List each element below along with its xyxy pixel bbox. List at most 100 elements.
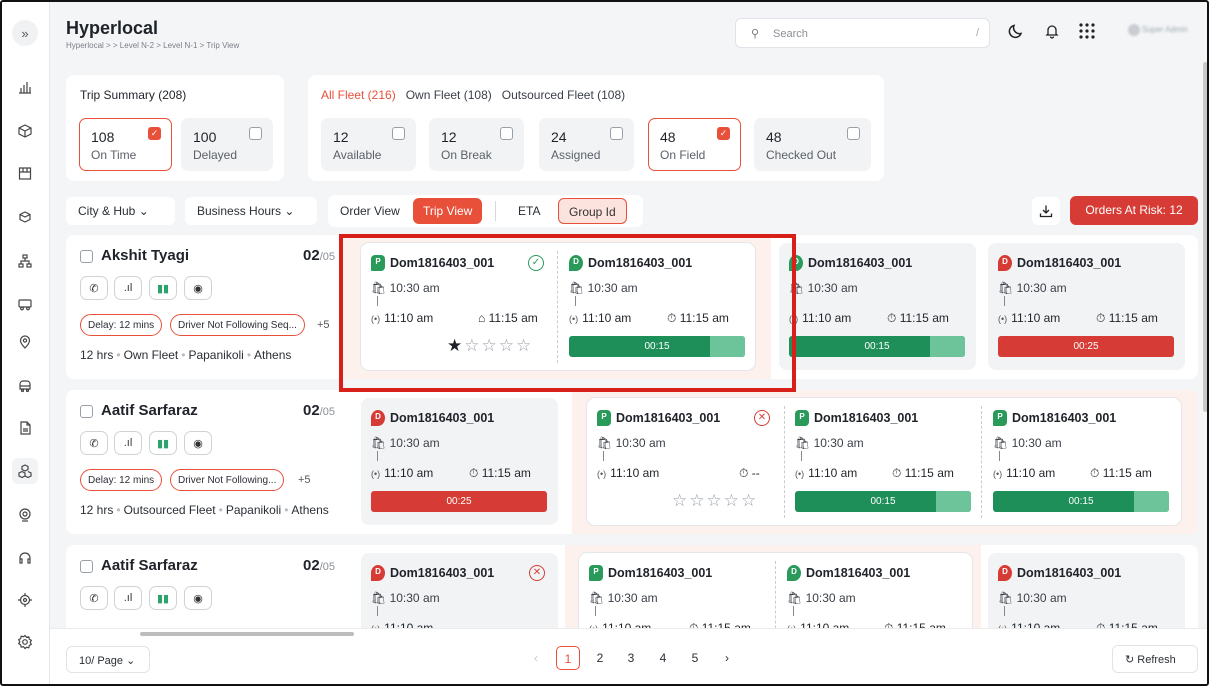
- start-time: 🛍︎ 10:30 am: [597, 436, 666, 450]
- page-button[interactable]: 3: [627, 651, 635, 665]
- star-empty-icon[interactable]: ☆: [481, 336, 499, 355]
- star-empty-icon[interactable]: ☆: [516, 336, 534, 355]
- trip-segment[interactable]: P Dom1816403_001 🛍︎ 10:30 am (•)11:10 am…: [785, 398, 981, 525]
- trip-card[interactable]: D Dom1816403_001 🛍︎ 10:30 am (•)11:10 am…: [361, 398, 558, 525]
- on-break-stat[interactable]: 12 On Break: [429, 118, 524, 171]
- city-hub-dropdown[interactable]: City & Hub ⌄: [66, 197, 175, 225]
- tab-outsourced-fleet[interactable]: Outsourced Fleet (108): [501, 88, 626, 102]
- tab-all-fleet[interactable]: All Fleet (216): [321, 88, 396, 102]
- star-empty-icon[interactable]: ☆: [672, 491, 690, 510]
- target-icon[interactable]: [12, 587, 38, 613]
- page-button[interactable]: 2: [596, 651, 604, 665]
- checkbox-icon[interactable]: [392, 127, 405, 140]
- arrival-time-value: 11:10 am: [1011, 311, 1061, 325]
- row-checkbox[interactable]: [80, 405, 93, 418]
- star-empty-icon[interactable]: ☆: [706, 491, 724, 510]
- more-tags[interactable]: +5: [298, 474, 311, 486]
- van-icon[interactable]: [12, 373, 38, 399]
- star-filled-icon[interactable]: ★: [447, 336, 465, 355]
- per-page-dropdown[interactable]: 10/ Page ⌄: [66, 646, 150, 673]
- trip-segment[interactable]: D Dom1816403_001 🛍︎ 10:30 am (•)11:10 am…: [988, 243, 1185, 370]
- page-button[interactable]: 5: [691, 651, 699, 665]
- star-empty-icon[interactable]: ☆: [741, 491, 759, 510]
- trip-segment[interactable]: P Dom1816403_001 ✓ 🛍︎ 10:30 am (•) 11:10 …: [361, 243, 557, 370]
- package-icon[interactable]: [12, 118, 38, 144]
- map-marker-icon[interactable]: [12, 502, 38, 528]
- available-stat[interactable]: 12 Available: [321, 118, 416, 171]
- hierarchy-icon[interactable]: [12, 248, 38, 274]
- user-name[interactable]: Super Admin: [1142, 25, 1188, 34]
- group-id-button[interactable]: Group Id: [558, 198, 627, 224]
- trip-segment[interactable]: D Dom1816403_001 🛍︎ 10:30 am (•)11:10 am…: [779, 243, 976, 370]
- delivery-truck-icon[interactable]: [12, 291, 38, 317]
- checkbox-checked-icon[interactable]: ✓: [148, 127, 161, 140]
- row-checkbox[interactable]: [80, 250, 93, 263]
- on-time-stat[interactable]: 108 On Time ✓: [79, 118, 172, 171]
- checkbox-icon[interactable]: [500, 127, 513, 140]
- trip-segment[interactable]: P Dom1816403_001 🛍︎ 10:30 am (•)11:10 am…: [983, 398, 1179, 525]
- phone-icon[interactable]: ✆: [80, 431, 108, 455]
- search-input[interactable]: ⚲ Search /: [735, 18, 990, 48]
- trip-card[interactable]: D Dom1816403_001 🛍︎ 10:30 am (•)11:10 am…: [779, 243, 976, 370]
- analytics-icon[interactable]: [12, 74, 38, 100]
- trip-segment[interactable]: D Dom1816403_001 🛍︎ 10:30 am (•)11:10 am…: [559, 243, 755, 370]
- checkbox-icon[interactable]: [847, 127, 860, 140]
- inventory-icon[interactable]: [12, 160, 38, 186]
- order-view-button[interactable]: Order View: [340, 204, 400, 218]
- trip-card[interactable]: D Dom1816403_001 🛍︎ 10:30 am (•)11:10 am…: [988, 243, 1185, 370]
- assigned-stat[interactable]: 24 Assigned: [539, 118, 634, 171]
- trip-group-card[interactable]: P Dom1816403_001 ✕ 🛍︎ 10:30 am (•) 11:10 …: [587, 398, 1181, 525]
- checked-out-stat[interactable]: 48 Checked Out: [754, 118, 871, 171]
- settings-gear-icon[interactable]: [12, 629, 38, 655]
- trip-group-card[interactable]: P Dom1816403_001 ✓ 🛍︎ 10:30 am (•) 11:10 …: [361, 243, 755, 370]
- location-pin-icon[interactable]: [12, 329, 38, 355]
- more-tags[interactable]: +5: [317, 319, 330, 331]
- phone-icon[interactable]: ✆: [80, 586, 108, 610]
- prev-page-chevron-icon[interactable]: ‹: [534, 651, 538, 665]
- start-time-value: 10:30 am: [615, 436, 666, 450]
- delayed-stat[interactable]: 100 Delayed: [181, 118, 273, 171]
- user-avatar[interactable]: [1128, 24, 1140, 36]
- dark-mode-moon-icon[interactable]: [1005, 20, 1027, 42]
- vertical-scrollbar[interactable]: [1203, 62, 1207, 412]
- location-pin-icon[interactable]: ◉: [184, 276, 212, 300]
- star-empty-icon[interactable]: ☆: [723, 491, 741, 510]
- star-empty-icon[interactable]: ☆: [689, 491, 707, 510]
- checkbox-icon[interactable]: [610, 127, 623, 140]
- location-pin-icon[interactable]: ◉: [184, 431, 212, 455]
- cubes-icon[interactable]: [12, 458, 38, 484]
- orders-at-risk-button[interactable]: Orders At Risk: 12: [1070, 196, 1198, 225]
- tab-own-fleet[interactable]: Own Fleet (108): [405, 88, 492, 102]
- on-field-stat[interactable]: 48 On Field ✓: [648, 118, 741, 171]
- page-button[interactable]: 4: [659, 651, 667, 665]
- checkbox-icon[interactable]: [249, 127, 262, 140]
- horizontal-scrollbar[interactable]: [140, 632, 354, 636]
- expand-sidebar-icon[interactable]: »: [12, 20, 38, 46]
- breadcrumb[interactable]: Hyperlocal > > Level N-2 > Level N-1 > T…: [66, 41, 240, 50]
- trip-segment[interactable]: P Dom1816403_001 ✕ 🛍︎ 10:30 am (•) 11:10 …: [587, 398, 783, 525]
- rating-stars[interactable]: ★☆☆☆☆: [447, 336, 533, 356]
- page-button[interactable]: 1: [556, 646, 580, 670]
- box-stack-icon[interactable]: [12, 204, 38, 230]
- business-hours-dropdown[interactable]: Business Hours ⌄: [185, 197, 317, 225]
- eta-button[interactable]: ETA: [518, 204, 541, 218]
- checkbox-checked-icon[interactable]: ✓: [717, 127, 730, 140]
- notification-bell-icon[interactable]: [1041, 20, 1063, 42]
- phone-icon[interactable]: ✆: [80, 276, 108, 300]
- headset-icon[interactable]: [12, 545, 38, 571]
- stat-label: Assigned: [551, 148, 601, 162]
- star-empty-icon[interactable]: ☆: [498, 336, 516, 355]
- document-icon[interactable]: [12, 415, 38, 441]
- apps-grid-icon[interactable]: [1076, 20, 1098, 42]
- refresh-button[interactable]: ↻ Refresh: [1112, 645, 1198, 673]
- driver-row: Akshit Tyagi 02/05 ✆ .ıl ▮▮ ◉ Delay: 12 …: [66, 235, 1198, 379]
- download-icon[interactable]: [1032, 197, 1060, 225]
- star-empty-icon[interactable]: ☆: [464, 336, 482, 355]
- rating-stars[interactable]: ☆☆☆☆☆: [672, 491, 758, 511]
- delay-tag: Delay: 12 mins: [80, 314, 163, 336]
- trip-view-button[interactable]: Trip View: [413, 198, 483, 224]
- trip-segment[interactable]: D Dom1816403_001 🛍︎ 10:30 am (•)11:10 am…: [361, 398, 558, 525]
- row-checkbox[interactable]: [80, 560, 93, 573]
- location-pin-icon[interactable]: ◉: [184, 586, 212, 610]
- next-page-chevron-icon[interactable]: ›: [725, 651, 729, 665]
